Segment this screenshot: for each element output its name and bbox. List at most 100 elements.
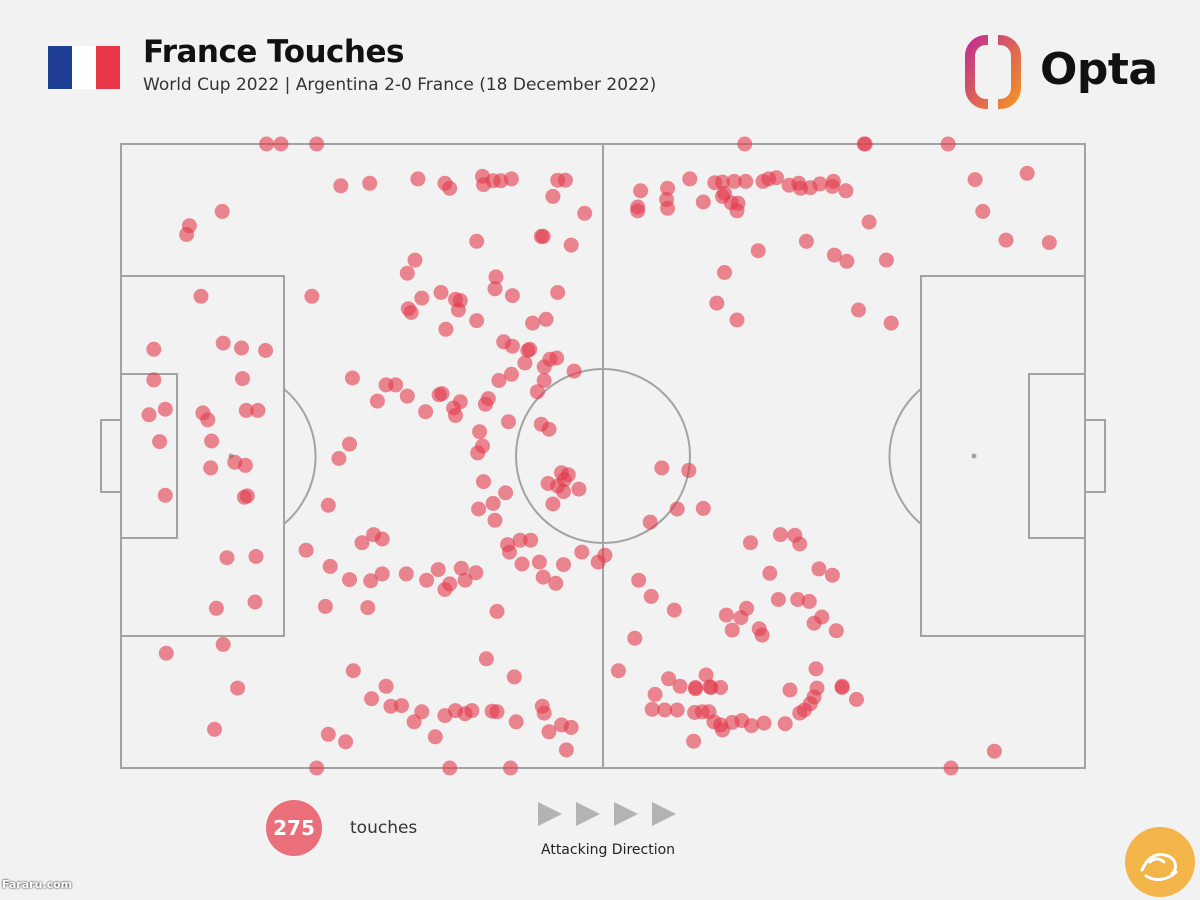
touch-point [394,698,409,714]
touch-point [525,315,541,331]
right-penalty-box [920,275,1086,637]
touch-point [724,622,740,638]
touch-point [259,136,275,152]
touch-point [503,366,519,382]
touch-point [940,136,956,152]
left-goal [100,419,122,493]
touch-point [333,178,349,194]
opta-logo-icon [965,34,1021,110]
touch-point [535,228,551,244]
touch-point [398,566,414,582]
touch-point [1019,165,1035,181]
touch-point [824,178,840,194]
chart-title: France Touches [143,34,404,70]
right-penalty-arc [888,388,922,525]
touch-point [472,424,488,440]
touch-point [503,760,518,776]
touch-point [484,703,500,719]
touch-point [464,703,480,719]
touch-point [360,600,376,616]
touch-point [258,343,274,358]
touch-point [383,698,399,714]
touch-point [399,388,415,404]
touch-point [549,350,565,366]
touch-point [695,194,711,210]
touch-point [686,733,702,749]
touch-point [344,370,360,386]
touch-point [738,173,754,189]
touch-point [158,645,174,661]
touch-point [709,295,725,311]
touch-point [770,592,786,607]
touch-point [410,171,426,187]
touch-point [478,651,494,667]
touch-point [406,714,422,730]
touch-point [320,497,336,513]
touch-point [504,288,520,304]
touch-point [849,691,864,707]
attacking-direction-arrows [538,802,676,826]
touch-point [195,405,211,421]
opta-brand-name: Opta [1040,44,1158,95]
touch-point [563,237,579,253]
touch-point [554,465,569,481]
centre-circle [515,368,691,544]
touch-point [643,588,659,604]
touch-point [523,532,539,548]
touch-point [485,495,501,511]
touch-point [726,173,742,189]
touch-point [237,457,253,473]
touch-point [545,496,561,512]
touch-point [718,607,734,623]
attacking-direction-label: Attacking Direction [541,842,676,858]
touch-point [801,593,817,609]
touch-point [695,500,711,516]
touch-point [558,742,574,758]
touch-point [672,678,688,694]
touch-point [536,373,552,388]
touch-point [342,436,357,452]
footer-site-label: Fararu.com [2,878,73,891]
touch-point [501,414,516,430]
touch-point [450,302,466,318]
touch-point [772,527,788,543]
touch-point [471,501,487,517]
touch-point [146,341,162,357]
touch-point [777,716,793,732]
touch-point [388,377,404,393]
touch-point [808,661,824,677]
touch-point [571,481,587,497]
touch-point [354,535,370,551]
touch-point [529,384,545,400]
touch-point [633,183,649,199]
touch-point [141,407,157,423]
touch-point [814,609,830,625]
touch-point [342,572,357,588]
touch-point [298,542,314,558]
touch-point [193,288,209,304]
touch-point [374,566,390,582]
arrow-icon [614,802,638,826]
touch-point [967,172,983,188]
flag-stripe-white [72,46,96,89]
touch-point [798,233,814,249]
touch-point [744,718,759,734]
touch-point [660,200,676,216]
touch-point [698,667,714,683]
touch-point [557,172,573,188]
touch-point [469,233,485,249]
touch-point [448,407,463,423]
touch-point [687,705,703,720]
watermark-logo-icon [1125,827,1195,897]
touch-point [550,285,566,300]
touch-point [657,702,673,718]
touch-point [811,561,827,577]
touch-point [787,527,803,543]
touch-point [431,387,447,403]
touch-point [157,487,173,503]
touch-point [219,550,235,566]
touch-point [430,562,446,578]
touch-point [438,321,454,337]
touch-point [682,171,698,187]
